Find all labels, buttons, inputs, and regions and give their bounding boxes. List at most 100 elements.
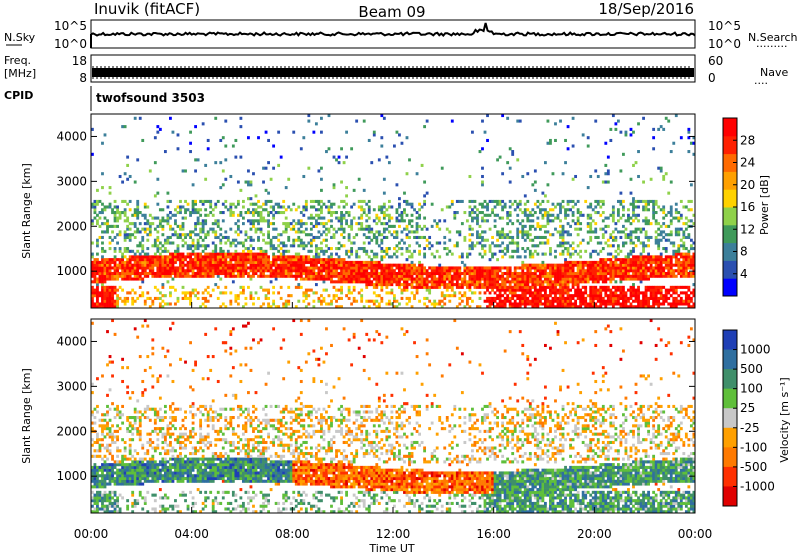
heatmap-cell [390,263,394,267]
heatmap-cell [101,208,104,212]
heatmap-cell [252,269,255,273]
heatmap-cell [244,180,248,184]
heatmap-cell [576,211,580,215]
heatmap-cell [244,238,248,242]
heatmap-cell [302,277,306,281]
heatmap-cell [667,263,671,267]
heatmap-cell [483,244,487,248]
heatmap-cell [533,271,537,276]
heatmap-cell [234,258,238,262]
heatmap-cell [309,263,313,267]
heatmap-cell [309,222,313,226]
heatmap-cell [627,216,630,220]
heatmap-cell [380,258,384,262]
heatmap-cell [287,302,291,306]
heatmap-cell [191,269,195,273]
heatmap-cell [465,299,469,303]
heatmap-cell [239,211,243,215]
heatmap-cell [561,172,565,176]
heatmap-cell [566,288,570,292]
heatmap-cell [262,219,265,223]
heatmap-cell [523,299,527,303]
heatmap-cell [126,260,130,264]
heatmap-cell [559,291,562,295]
heatmap-cell [541,252,545,256]
heatmap-cell [279,247,283,251]
heatmap-cell [352,296,356,300]
heatmap-cell [486,277,489,281]
heatmap-cell [486,202,489,206]
heatmap-cell [252,238,255,242]
heatmap-cell [196,258,200,262]
heatmap-cell [576,263,580,267]
heatmap-cell [279,285,283,289]
heatmap-cell [136,208,140,212]
heatmap-cell [309,277,313,281]
heatmap-cell [387,266,391,270]
heatmap-cell [498,288,502,292]
heatmap-cell [689,247,693,251]
heatmap-cell [96,199,99,203]
heatmap-cell [440,271,444,276]
heatmap-cell [559,263,562,267]
heatmap-cell [211,266,215,270]
heatmap-cell [564,211,567,215]
heatmap-cell [219,227,223,231]
heatmap-cell [554,280,557,284]
heatmap-cell [559,277,562,281]
heatmap-cell [629,296,633,300]
heatmap-cell [677,230,681,234]
heatmap-cell [453,244,457,248]
heatmap-cell [133,266,137,270]
heatmap-cell [581,238,585,242]
heatmap-cell [541,260,545,264]
heatmap-cell [501,299,505,303]
heatmap-cell [531,302,535,306]
heatmap-cell [123,125,127,129]
heatmap-cell [128,174,132,179]
heatmap-cell [400,274,404,278]
heatmap-cell [342,269,346,273]
heatmap-cell [433,274,437,278]
heatmap-cell [634,277,638,281]
heatmap-cell [473,285,477,289]
heatmap-cell [342,205,346,209]
heatmap-cell [194,169,197,173]
heatmap-cell [614,280,618,284]
heatmap-cell [204,288,208,292]
heatmap-cell [148,222,152,226]
heatmap-cell [252,274,255,278]
heatmap-cell [332,260,336,264]
heatmap-cell [614,285,618,289]
heatmap-cell [430,244,434,248]
heatmap-cell [320,222,323,226]
heatmap-cell [491,277,494,281]
heatmap-cell [201,255,205,259]
heatmap-cell [234,296,238,300]
heatmap-cell [523,274,527,278]
heatmap-cell [538,274,542,278]
heatmap-cell [667,255,671,259]
heatmap-cell [302,255,306,259]
heatmap-cell [599,213,603,217]
heatmap-cell [481,247,484,251]
heatmap-cell [367,208,371,212]
heatmap-cell [528,233,532,237]
heatmap-cell [528,224,532,228]
heatmap-cell [423,199,427,203]
heatmap-cell [586,136,590,140]
heatmap-cell [377,302,381,306]
heatmap-cell [591,302,595,306]
heatmap-cell [536,277,540,281]
heatmap-cell [622,260,625,264]
heatmap-cell [579,302,583,306]
heatmap-cell [340,216,343,220]
heatmap-cell [395,305,399,309]
heatmap-cell [194,252,197,256]
heatmap-cell [161,227,165,231]
heatmap-cell [689,266,693,270]
heatmap-cell [430,280,434,284]
heatmap-cell [365,274,369,278]
heatmap-cell [284,216,288,220]
heatmap-cell [430,266,434,270]
